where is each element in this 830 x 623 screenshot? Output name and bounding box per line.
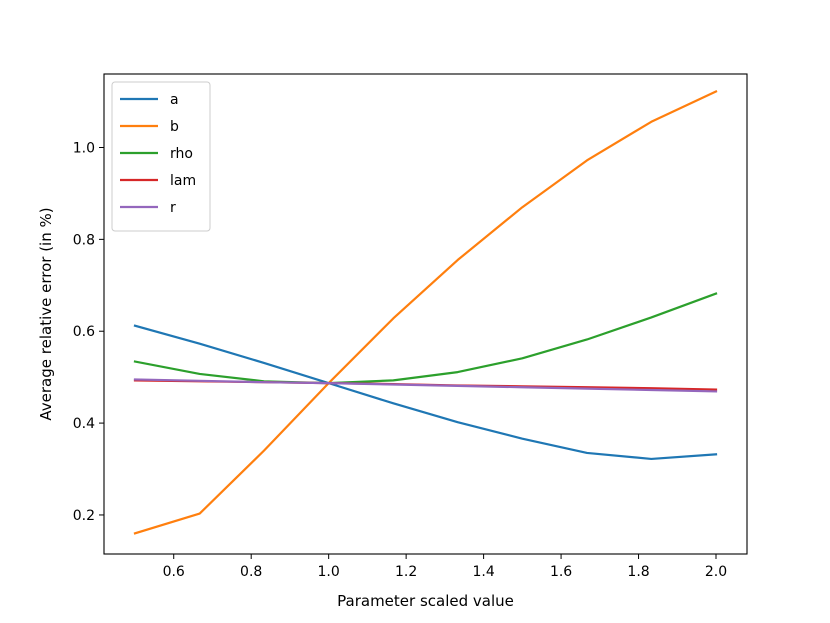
x-tick-label: 2.0 [705, 564, 727, 580]
y-tick-label: 1.0 [73, 140, 95, 156]
y-tick-label: 0.4 [73, 416, 95, 432]
y-tick-label: 0.2 [73, 508, 95, 524]
legend-label-r: r [170, 200, 176, 216]
x-tick-label: 1.8 [627, 564, 649, 580]
legend-label-rho: rho [170, 146, 193, 162]
series-line-r [133, 378, 718, 393]
plot-area [104, 74, 747, 554]
legend-box [111, 81, 211, 232]
axes-frame [103, 73, 748, 555]
x-tick-label: 0.8 [240, 564, 262, 580]
series-lines [133, 89, 718, 535]
y-tick-label: 0.6 [73, 324, 95, 340]
x-tick-label: 1.2 [395, 564, 417, 580]
x-tick-label: 1.4 [472, 564, 494, 580]
legend-label-b: b [170, 119, 179, 135]
legend-label-a: a [170, 92, 179, 108]
x-tick-label: 1.0 [318, 564, 340, 580]
series-line-b [133, 89, 718, 535]
axes: 0.6 0.8 1.0 1.2 1.4 1.6 1.8 2.0 0.2 0.4 0.6 0.8 1.0 P… [37, 73, 748, 610]
x-tick-label: 1.6 [550, 564, 572, 580]
plot-background [104, 74, 747, 554]
legend: ab rho lam r [111, 81, 211, 232]
series-line-a [133, 324, 718, 461]
series-line-rho [133, 292, 718, 385]
y-axis-label: Average relative error (in %) [37, 207, 55, 420]
legend-label-lam: lam [170, 173, 196, 189]
x-axis-label: Parameter scaled value [337, 592, 514, 610]
y-tick-label: 0.8 [73, 232, 95, 248]
x-tick-label: 0.6 [163, 564, 185, 580]
